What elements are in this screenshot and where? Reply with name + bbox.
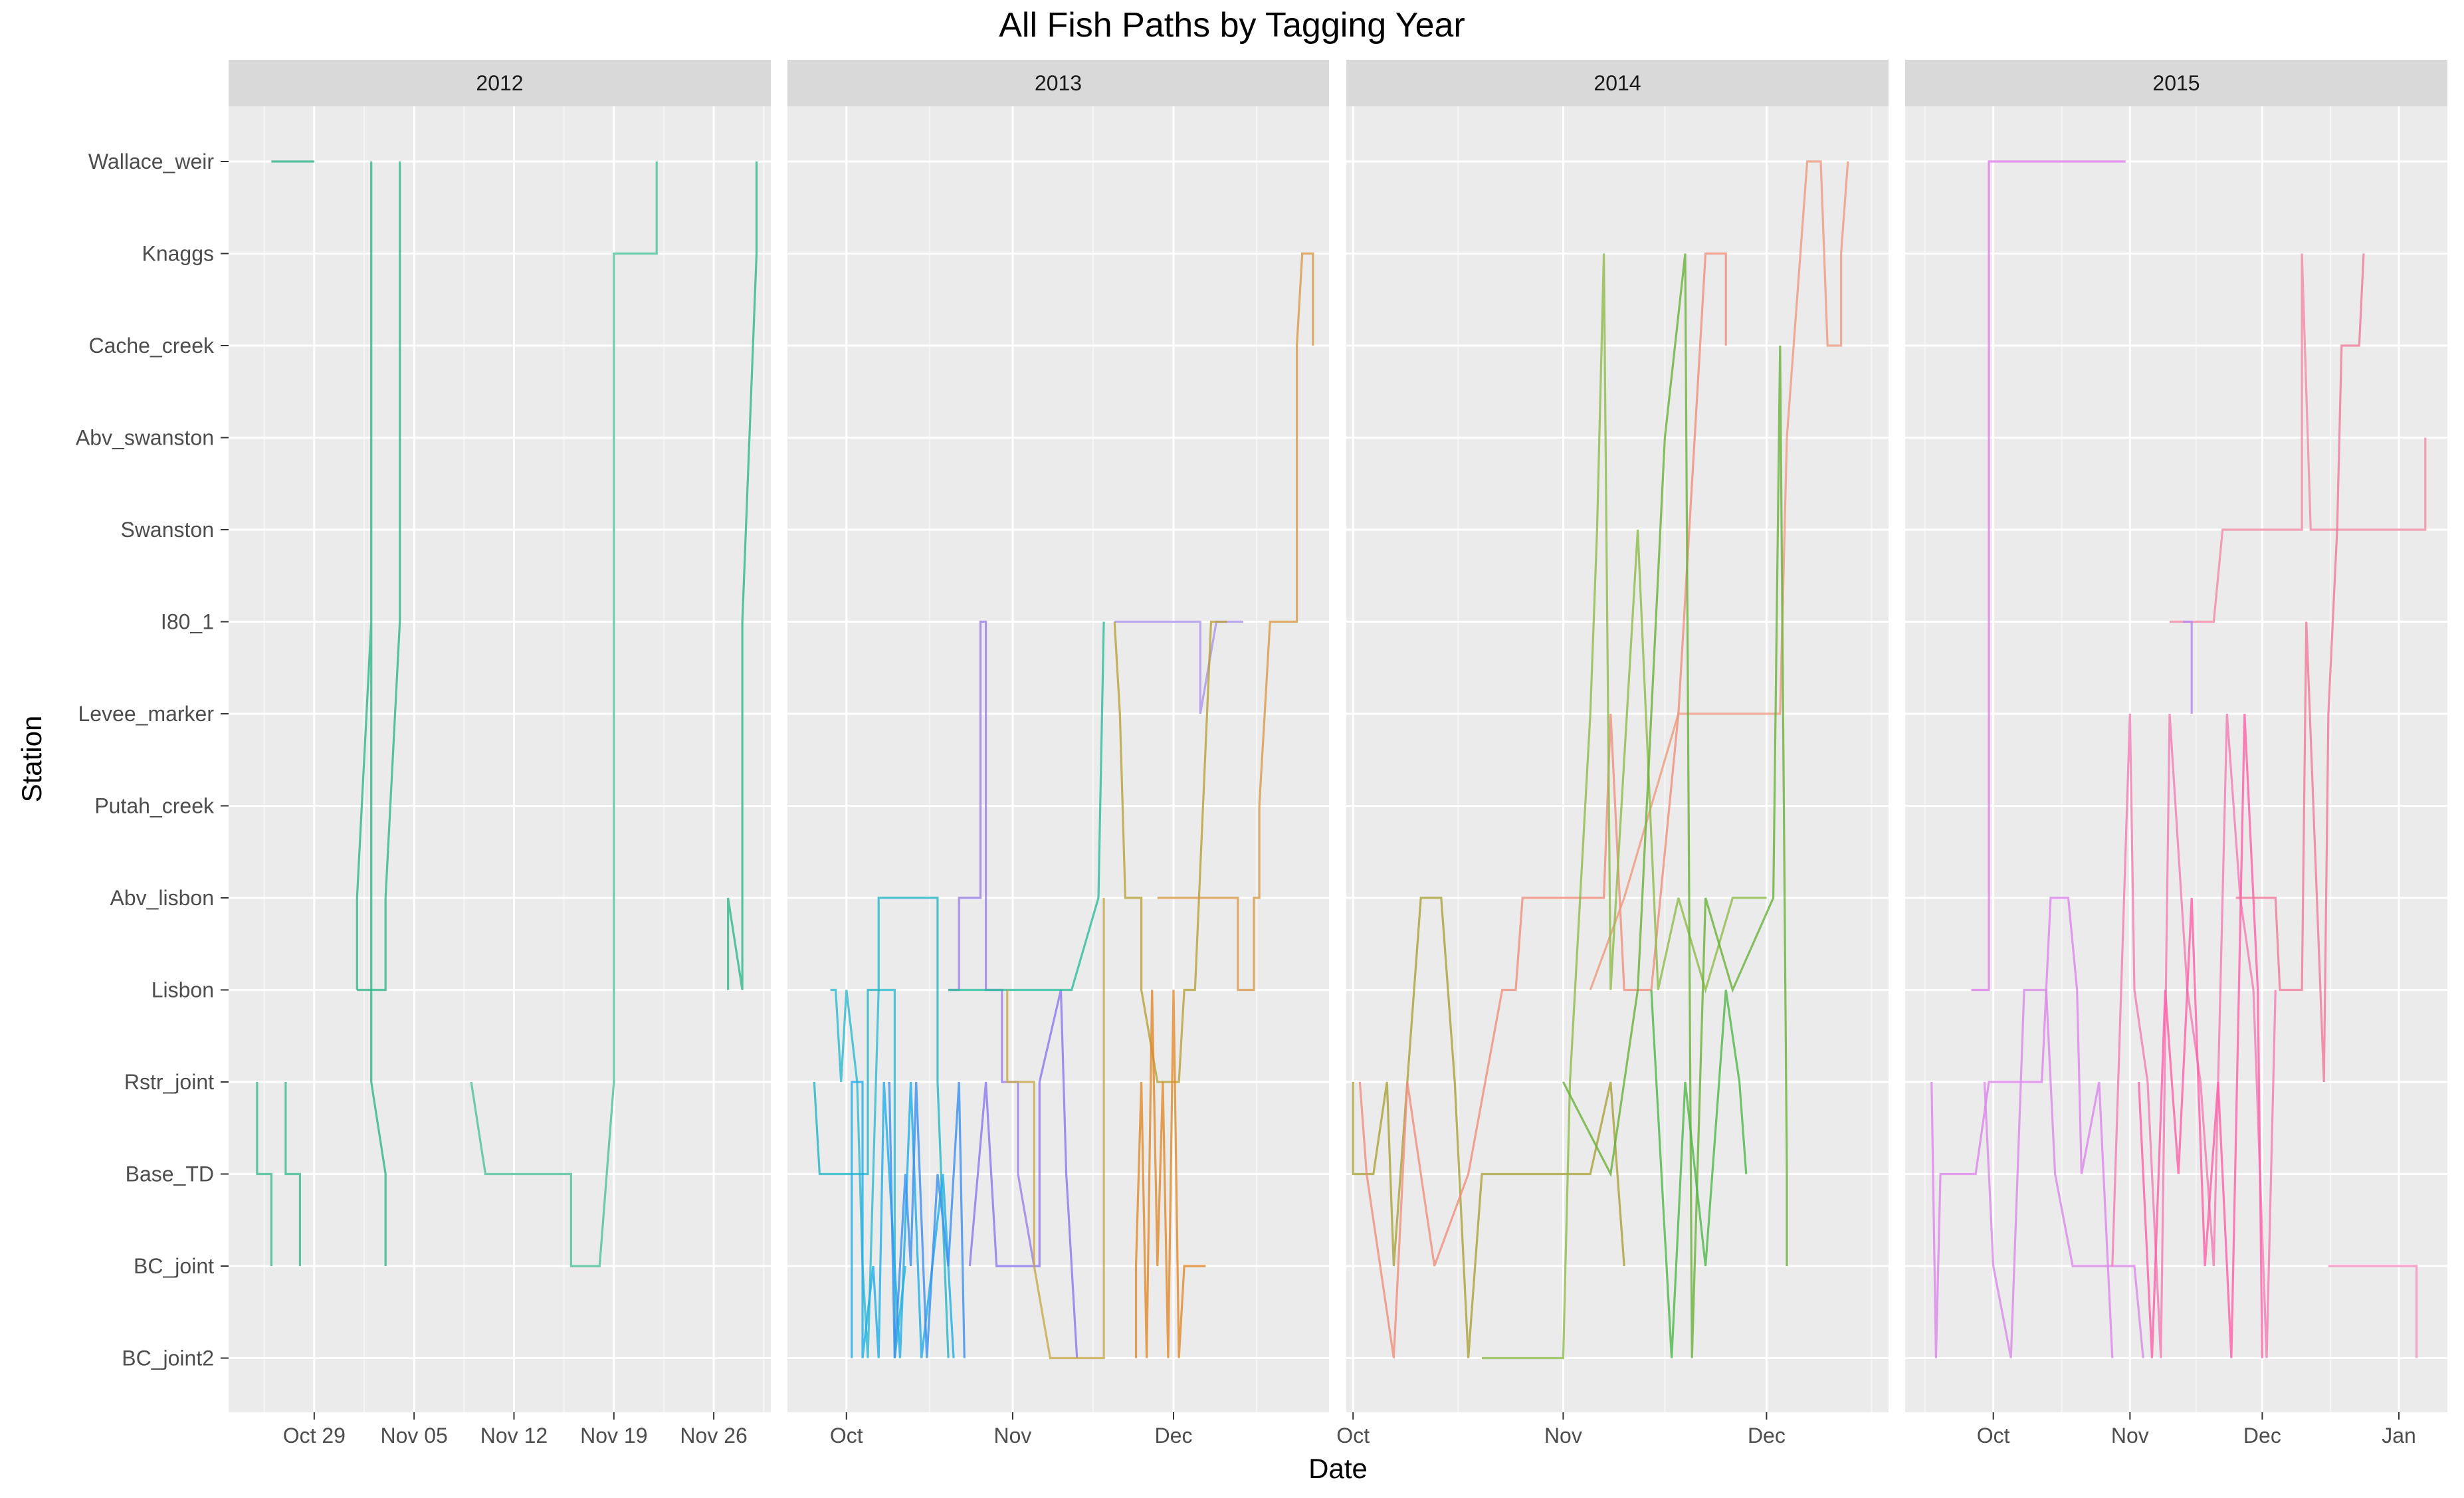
fish-path-line [1134,990,1206,1358]
facet-strip [1905,60,2447,106]
x-tick-label: Nov [2111,1424,2149,1447]
x-axis-title: Date [1308,1453,1368,1484]
fish-path-line [256,1082,272,1266]
fish-path-line [1983,988,2144,1358]
x-tick-label: Nov [1544,1424,1582,1447]
y-tick-label: Knaggs [142,242,214,266]
y-tick-label: Abv_swanston [76,426,214,450]
fish-path-line [2138,713,2263,1358]
chart-title: All Fish Paths by Tagging Year [999,6,1465,45]
fish-path-line [1157,252,1314,992]
fish-path-line [1589,160,1849,991]
y-tick-label: Cache_creek [88,334,215,358]
x-tick-label: Oct [1336,1424,1370,1447]
facet-strip-label: 2015 [2152,71,2200,95]
y-tick-label: Lisbon [152,978,214,1002]
x-tick-label: Nov 12 [480,1424,548,1447]
panel-background [229,106,771,1412]
y-tick-label: Base_TD [126,1162,214,1186]
fish-path-line [727,161,758,990]
y-tick-label: Levee_marker [78,702,214,726]
y-tick-label: BC_joint2 [122,1346,214,1370]
facet-strip [229,60,771,106]
fish-path-line [2328,1265,2418,1358]
y-tick-label: Abv_lisbon [110,886,214,910]
panel-background [1905,106,2447,1412]
y-axis-title: Station [16,716,47,803]
facet-strip-label: 2014 [1593,71,1641,95]
fish-path-line [888,1081,966,1358]
x-tick-label: Dec [2243,1424,2281,1447]
x-tick-label: Nov 05 [380,1424,447,1447]
x-tick-label: Dec [1748,1424,1786,1447]
fish-path-line [1352,897,1625,1358]
y-tick-label: BC_joint [134,1254,214,1278]
panel-background [787,106,1329,1412]
x-tick-label: Oct 29 [283,1424,346,1447]
facet-strip [787,60,1329,106]
fish-path-line [356,161,387,1266]
y-tick-label: I80_1 [161,610,214,634]
fish-path-line [357,161,401,992]
x-tick-label: Jan [2382,1424,2416,1447]
fish-path-line [830,988,907,1358]
y-tick-label: Swanston [120,518,214,542]
x-tick-label: Nov 26 [680,1424,747,1447]
x-tick-label: Nov [993,1424,1031,1447]
fish-path-line [1650,990,1748,1358]
y-tick-label: Rstr_joint [124,1070,214,1094]
fish-path-line [1971,160,2126,992]
fish-path-line [2170,253,2427,623]
fish-path-line [2235,253,2365,1083]
x-tick-label: Nov 19 [580,1424,647,1447]
fish-path-line [1006,898,1105,1360]
fish-path-line [968,990,1078,1358]
fish-path-line [2183,620,2193,714]
facet-strip-label: 2013 [1035,71,1082,95]
facet-strip-label: 2012 [476,71,523,95]
fish-path-line [284,1082,301,1266]
fish-path-line [948,621,1105,992]
fish-path-line [470,161,658,1267]
x-tick-label: Dec [1155,1424,1193,1447]
fish-path-line [948,620,1035,1267]
fish-path-line [1482,253,1767,1360]
panel-background [1346,106,1889,1412]
fish-path-line [1113,620,1227,1083]
x-tick-label: Oct [1977,1424,2010,1447]
y-tick-label: Putah_creek [94,794,215,818]
fish-path-line [2111,713,2277,1358]
fish-path-line [1562,253,1788,1358]
y-tick-label: Wallace_weir [88,150,214,173]
x-tick-label: Oct [830,1424,863,1447]
facet-strip [1346,60,1889,106]
